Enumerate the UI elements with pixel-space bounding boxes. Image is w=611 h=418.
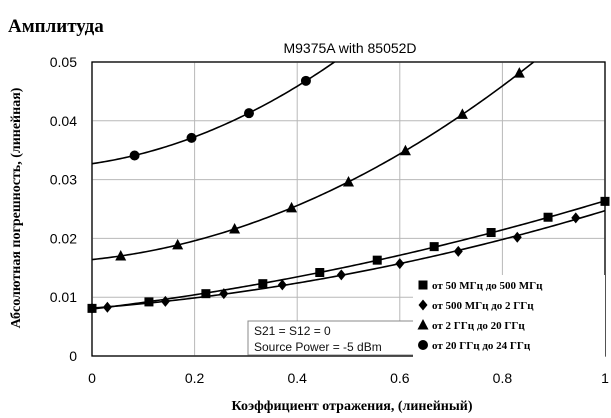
series-4-point: [243, 108, 254, 119]
series-1-point: [486, 228, 496, 238]
series-3-point: [456, 108, 468, 119]
series-2-point: [219, 288, 229, 300]
series-2-point: [571, 212, 581, 224]
series-2-point: [395, 258, 405, 270]
series-2-point: [160, 295, 170, 307]
x-axis-ticks: 0 0.2 0.4 0.6 0.8 1: [88, 370, 609, 386]
y-tick-label: 0.05: [50, 54, 77, 70]
series-1-curve: [92, 200, 605, 310]
legend-marker-1: [418, 280, 428, 290]
series-3-point: [286, 201, 298, 213]
legend-label-3: от 2 ГГц до 20 ГГц: [432, 320, 525, 332]
y-tick-label: 0.04: [50, 113, 77, 129]
series-3-point: [172, 238, 184, 250]
plot-border: [91, 61, 606, 357]
y-axis-ticks: 0 0.01 0.02 0.03 0.04 0.05: [50, 54, 77, 364]
legend-label-1: от 50 МГц до 500 МГц: [432, 280, 543, 292]
series-2-point: [277, 279, 287, 291]
series-4-curve: [92, 62, 336, 165]
series-1-point: [258, 279, 268, 289]
legend-marker-3: [417, 319, 429, 330]
series-4-point: [186, 132, 197, 143]
series-2-point: [336, 269, 346, 281]
series-3-point: [399, 144, 411, 156]
series-2-point: [512, 231, 522, 243]
series-3-point: [229, 222, 241, 234]
annotation-line-1: S21 = S12 = 0: [254, 324, 331, 338]
x-tick-label: 0: [88, 370, 96, 386]
series-1-point: [315, 268, 325, 278]
x-axis-label: Коэффициент отражения, (линейный): [231, 399, 472, 414]
legend: от 50 МГц до 500 МГц от 500 МГц до 2 ГГц о…: [413, 275, 605, 359]
x-tick-label: 0.8: [493, 370, 513, 386]
x-tick-label: 1: [601, 370, 609, 386]
x-tick-label: 0.2: [185, 370, 205, 386]
chart-title: M9375A with 85052D: [283, 40, 416, 56]
y-tick-label: 0.02: [50, 230, 77, 246]
series-3-point: [115, 250, 127, 261]
annotation-box: S21 = S12 = 0 Source Power = -5 dBm: [247, 320, 420, 356]
series-markers: [87, 67, 610, 314]
page-heading: Амплитуда: [8, 16, 104, 37]
annotation-line-2: Source Power = -5 dBm: [254, 340, 382, 354]
legend-marker-4: [418, 340, 428, 350]
y-tick-label: 0.01: [50, 289, 77, 305]
series-4-point: [129, 150, 140, 161]
y-tick-label: 0.03: [50, 172, 77, 188]
y-axis-label: Абсолютная погрешность, (линейная): [9, 87, 24, 328]
series-4-point: [300, 75, 311, 86]
x-tick-label: 0.4: [287, 370, 307, 386]
series-1-point: [543, 212, 553, 222]
legend-marker-2: [418, 299, 428, 311]
series-1-point: [201, 289, 211, 299]
x-tick-label: 0.6: [390, 370, 410, 386]
series-1-point: [144, 297, 154, 307]
legend-label-4: от 20 ГГц до 24 ГГц: [432, 340, 531, 352]
series-1-point: [429, 242, 439, 252]
series-2-point: [102, 301, 112, 313]
series-2-point: [453, 245, 463, 257]
y-tick-label: 0: [69, 348, 77, 364]
series-3-point: [513, 67, 525, 78]
series-1-point: [372, 255, 382, 265]
legend-label-2: от 500 МГц до 2 ГГц: [432, 300, 534, 312]
series-3-point: [343, 175, 354, 187]
annotation-frame: [247, 320, 420, 356]
legend-background: [413, 275, 605, 359]
